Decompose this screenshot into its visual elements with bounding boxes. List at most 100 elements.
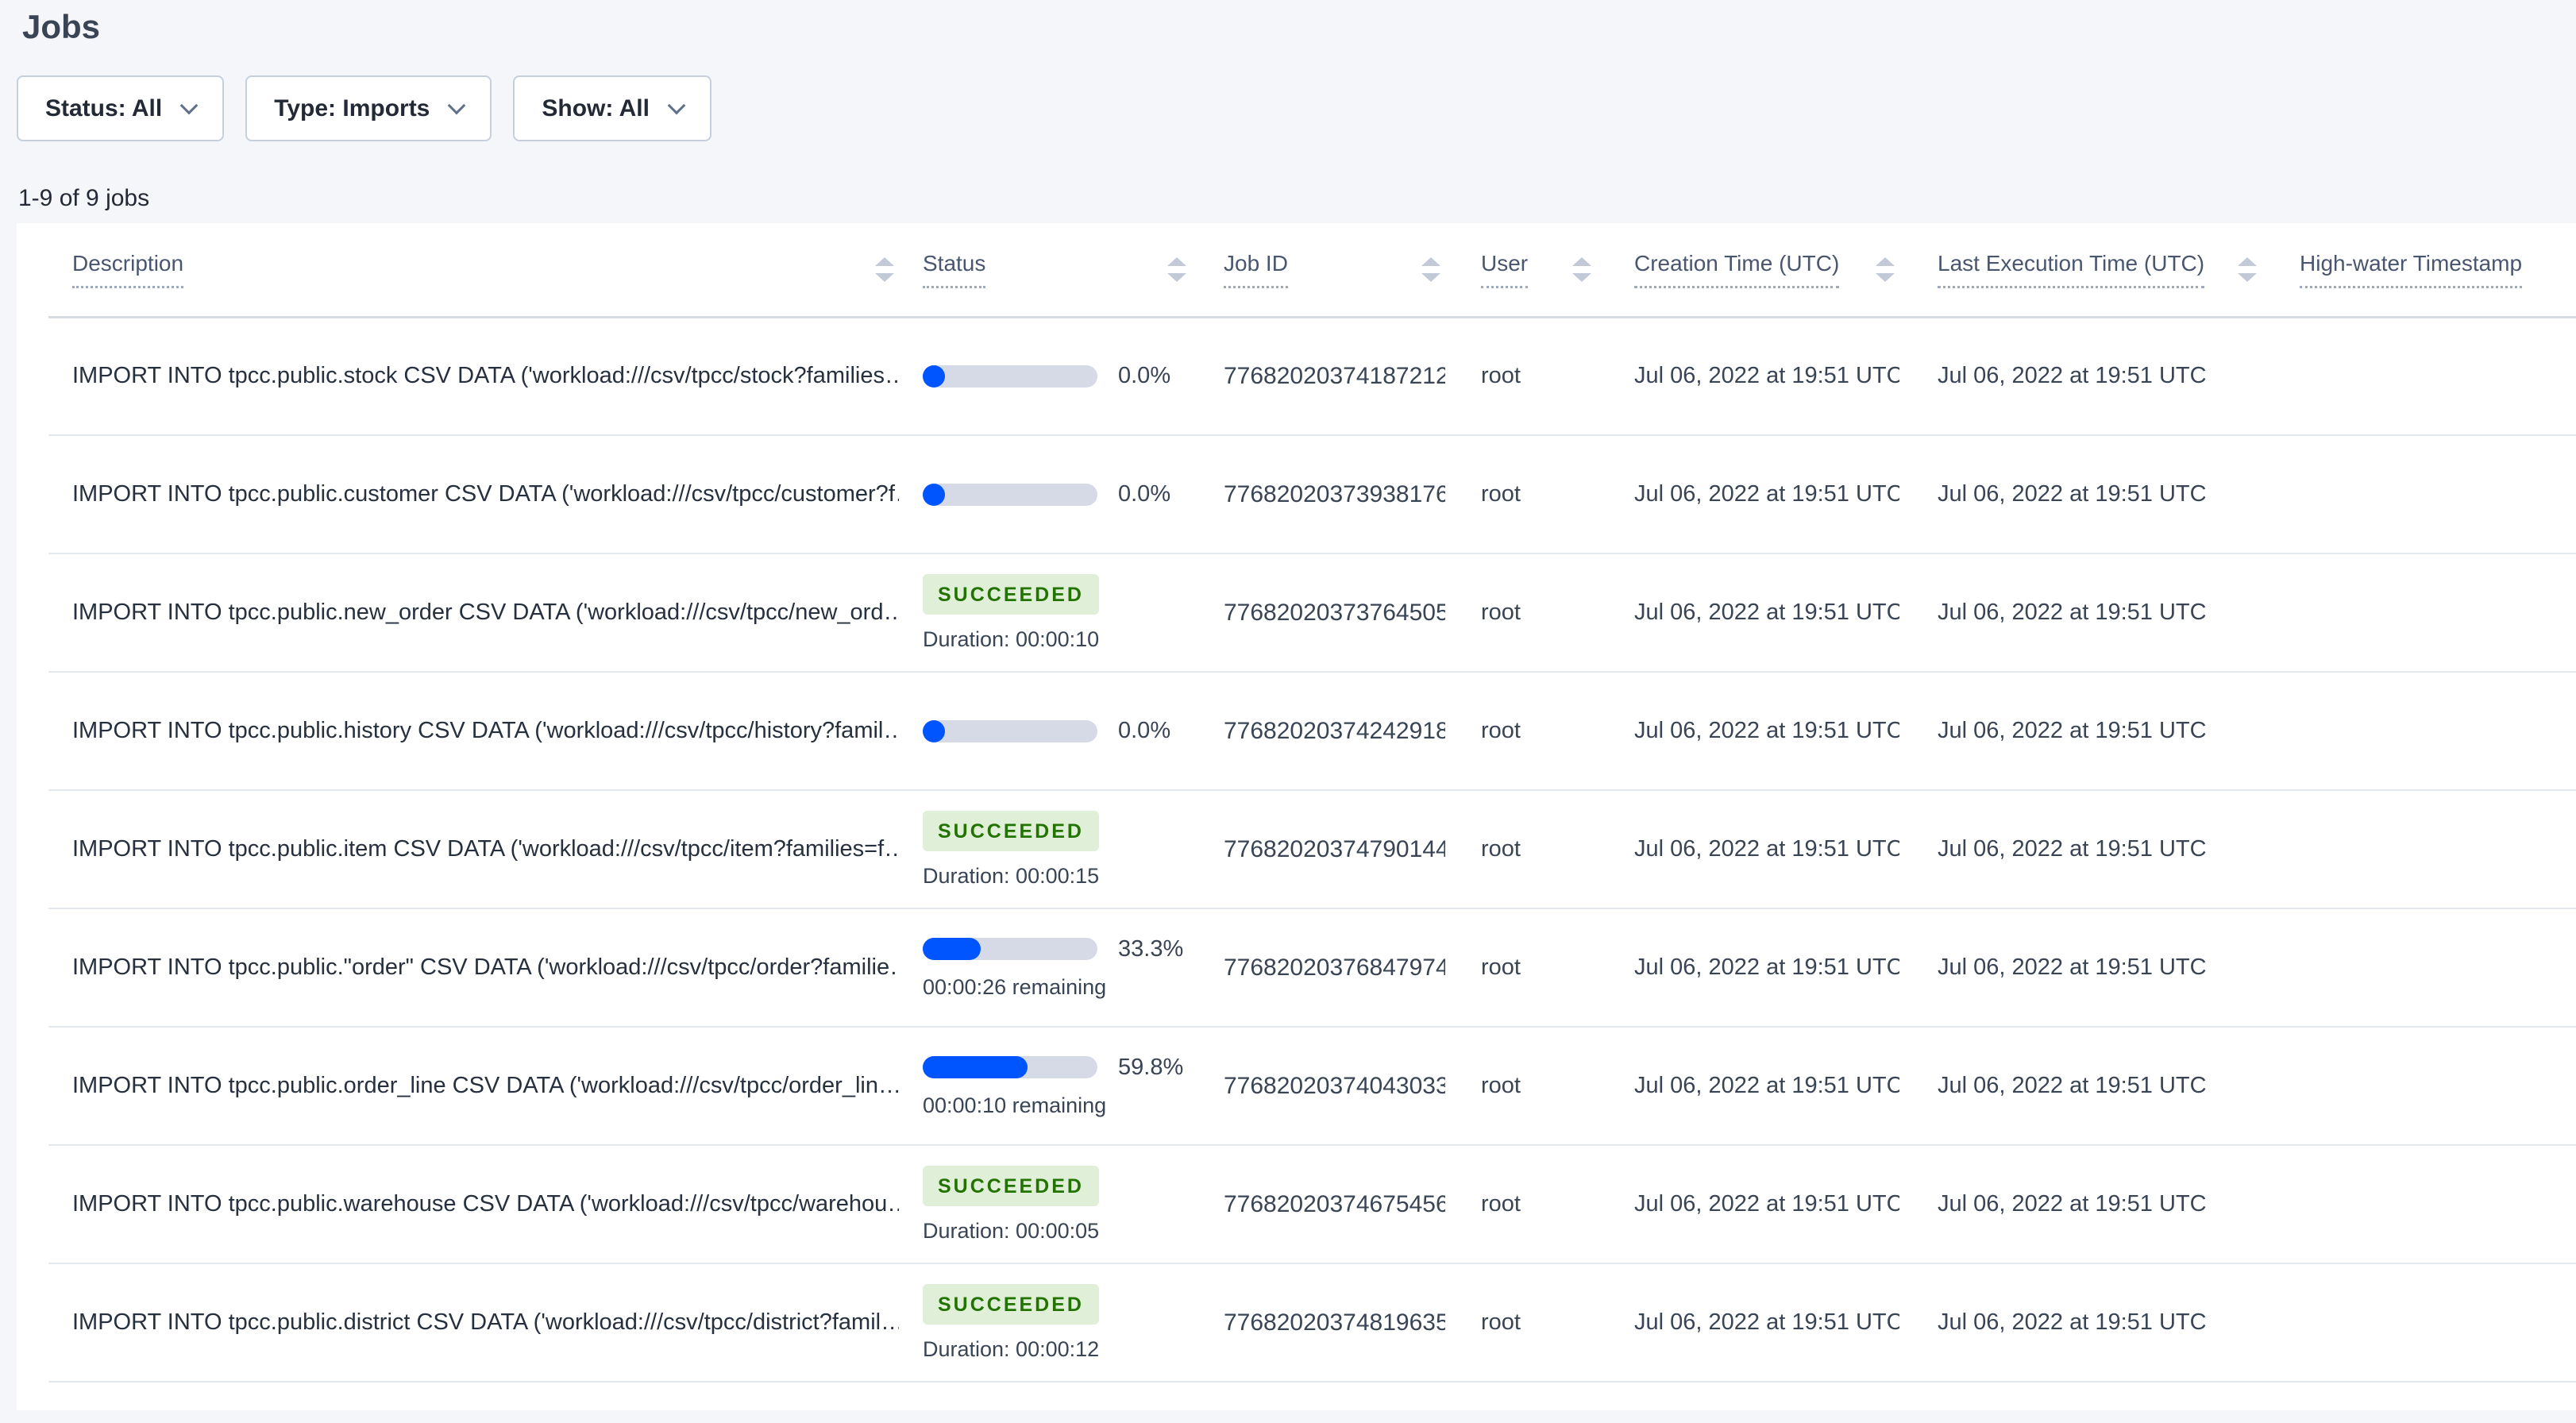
sort-arrows-icon[interactable] xyxy=(875,256,894,282)
time-remaining: 00:00:26 remaining xyxy=(923,974,1107,999)
job-last-execution-time: Jul 06, 2022 at 19:51 UTC xyxy=(1938,1073,2207,1098)
job-status: 33.3% 00:00:26 remaining xyxy=(923,936,1191,1000)
job-duration: Duration: 00:00:10 xyxy=(923,627,1100,651)
progress-bar-fill xyxy=(923,938,981,960)
column-header-high_water_timestamp[interactable]: High-water Timestamp xyxy=(2262,223,2576,318)
job-last-execution-time: Jul 06, 2022 at 19:51 UTC xyxy=(1938,481,2207,507)
job-description[interactable]: IMPORT INTO tpcc.public.district CSV DAT… xyxy=(72,1309,899,1335)
job-last-execution-time: Jul 06, 2022 at 19:51 UTC xyxy=(1938,836,2207,862)
job-id: 776820203740430337 xyxy=(1224,1072,1445,1099)
job-last-execution-time: Jul 06, 2022 at 19:51 UTC xyxy=(1938,363,2207,389)
job-last-execution-time: Jul 06, 2022 at 19:51 UTC xyxy=(1938,718,2207,743)
job-description[interactable]: IMPORT INTO tpcc.public.new_order CSV DA… xyxy=(72,600,899,625)
job-creation-time: Jul 06, 2022 at 19:51 UTC xyxy=(1634,954,1899,980)
column-header-creation_time[interactable]: Creation Time (UTC) xyxy=(1596,223,1899,318)
job-description[interactable]: IMPORT INTO tpcc.public.item CSV DATA ('… xyxy=(72,836,899,862)
table-row[interactable]: IMPORT INTO tpcc.public.customer CSV DAT… xyxy=(17,435,2576,554)
job-last-execution-time: Jul 06, 2022 at 19:51 UTC xyxy=(1938,600,2207,625)
chevron-down-icon xyxy=(179,96,199,114)
progress-percent: 0.0% xyxy=(1118,363,1171,389)
filters-bar: Status: All Type: Imports Show: All xyxy=(17,75,711,141)
column-header-desc[interactable]: Description xyxy=(17,223,899,318)
job-user: root xyxy=(1481,363,1521,389)
job-user: root xyxy=(1481,1309,1521,1335)
sort-arrows-icon[interactable] xyxy=(2238,256,2257,282)
column-header-job_id[interactable]: Job ID xyxy=(1191,223,1445,318)
job-status: SUCCEEDED Duration: 00:00:15 xyxy=(923,810,1191,889)
table-header-row: Description Status Job ID User Creation Time… xyxy=(17,223,2576,318)
progress-bar xyxy=(923,364,1097,388)
job-creation-time: Jul 06, 2022 at 19:51 UTC xyxy=(1634,363,1899,389)
job-last-execution-time: Jul 06, 2022 at 19:51 UTC xyxy=(1938,1309,2207,1335)
column-label: Creation Time (UTC) xyxy=(1634,251,1840,288)
job-last-execution-time: Jul 06, 2022 at 19:51 UTC xyxy=(1938,954,2207,980)
job-description[interactable]: IMPORT INTO tpcc.public.history CSV DATA… xyxy=(72,718,899,743)
sort-arrows-icon[interactable] xyxy=(1421,256,1440,282)
column-header-user[interactable]: User xyxy=(1445,223,1596,318)
sort-arrows-icon[interactable] xyxy=(1167,256,1186,282)
chevron-down-icon xyxy=(448,96,466,114)
progress-bar-fill xyxy=(923,1056,1028,1078)
table-row[interactable]: IMPORT INTO tpcc.public."order" CSV DATA… xyxy=(17,908,2576,1028)
status-badge: SUCCEEDED xyxy=(923,1165,1099,1206)
job-description[interactable]: IMPORT INTO tpcc.public.stock CSV DATA (… xyxy=(72,363,899,389)
job-description[interactable]: IMPORT INTO tpcc.public.customer CSV DAT… xyxy=(72,481,899,507)
progress-bar-fill xyxy=(923,483,945,506)
progress-percent: 0.0% xyxy=(1118,718,1171,743)
table-row[interactable]: IMPORT INTO tpcc.public.item CSV DATA ('… xyxy=(17,790,2576,909)
progress-percent: 33.3% xyxy=(1118,935,1184,962)
job-description[interactable]: IMPORT INTO tpcc.public."order" CSV DATA… xyxy=(72,954,899,980)
type-filter-dropdown[interactable]: Type: Imports xyxy=(245,75,492,141)
job-status: SUCCEEDED Duration: 00:00:05 xyxy=(923,1165,1191,1244)
jobs-table: Description Status Job ID User Creation Time… xyxy=(17,223,2576,1383)
job-description[interactable]: IMPORT INTO tpcc.public.order_line CSV D… xyxy=(72,1073,899,1098)
table-row[interactable]: IMPORT INTO tpcc.public.stock CSV DATA (… xyxy=(17,317,2576,436)
job-creation-time: Jul 06, 2022 at 19:51 UTC xyxy=(1634,600,1899,625)
job-status: SUCCEEDED Duration: 00:00:12 xyxy=(923,1283,1191,1362)
jobs-count: 1-9 of 9 jobs xyxy=(18,185,150,211)
type-filter-label: Type: Imports xyxy=(274,94,430,121)
sort-arrows-icon[interactable] xyxy=(1876,256,1895,282)
table-row[interactable]: IMPORT INTO tpcc.public.order_line CSV D… xyxy=(17,1027,2576,1146)
table-row[interactable]: IMPORT INTO tpcc.public.new_order CSV DA… xyxy=(17,553,2576,673)
status-filter-dropdown[interactable]: Status: All xyxy=(17,75,225,141)
job-id: 776820203746754561 xyxy=(1224,1190,1445,1217)
job-user: root xyxy=(1481,481,1521,507)
progress-percent: 59.8% xyxy=(1118,1054,1184,1080)
column-label: Job ID xyxy=(1224,251,1288,288)
job-duration: Duration: 00:00:05 xyxy=(923,1218,1100,1243)
table-row[interactable]: IMPORT INTO tpcc.public.history CSV DATA… xyxy=(17,672,2576,791)
job-status: 0.0% xyxy=(923,363,1191,389)
progress-bar-fill xyxy=(923,364,945,388)
job-description[interactable]: IMPORT INTO tpcc.public.warehouse CSV DA… xyxy=(72,1191,899,1217)
column-label: User xyxy=(1481,251,1529,288)
page-title: Jobs xyxy=(22,8,101,45)
jobs-table-card: Description Status Job ID User Creation Time… xyxy=(17,223,2576,1410)
job-creation-time: Jul 06, 2022 at 19:51 UTC xyxy=(1634,1309,1899,1335)
job-user: root xyxy=(1481,600,1521,625)
job-status: 59.8% 00:00:10 remaining xyxy=(923,1055,1191,1118)
column-label: Last Execution Time (UTC) xyxy=(1938,251,2205,288)
progress-bar xyxy=(923,483,1097,506)
job-duration: Duration: 00:00:15 xyxy=(923,863,1100,888)
job-last-execution-time: Jul 06, 2022 at 19:51 UTC xyxy=(1938,1191,2207,1217)
job-status: 0.0% xyxy=(923,481,1191,507)
job-creation-time: Jul 06, 2022 at 19:51 UTC xyxy=(1634,481,1899,507)
show-filter-dropdown[interactable]: Show: All xyxy=(513,75,711,141)
job-id: 776820203748196353 xyxy=(1224,1309,1445,1336)
table-row[interactable]: IMPORT INTO tpcc.public.district CSV DAT… xyxy=(17,1263,2576,1383)
job-creation-time: Jul 06, 2022 at 19:51 UTC xyxy=(1634,1191,1899,1217)
job-user: root xyxy=(1481,718,1521,743)
job-user: root xyxy=(1481,954,1521,980)
sort-arrows-icon[interactable] xyxy=(1572,256,1591,282)
job-id: 776820203741872129 xyxy=(1224,362,1445,389)
table-row[interactable]: IMPORT INTO tpcc.public.warehouse CSV DA… xyxy=(17,1145,2576,1264)
job-id: 776820203737645057 xyxy=(1224,599,1445,626)
job-id: 776820203739381761 xyxy=(1224,480,1445,507)
progress-bar-fill xyxy=(923,719,945,742)
job-id: 776820203742429185 xyxy=(1224,717,1445,744)
status-filter-label: Status: All xyxy=(45,94,163,121)
column-header-status[interactable]: Status xyxy=(899,223,1191,318)
column-label: Description xyxy=(72,251,184,288)
column-header-last_execution_time[interactable]: Last Execution Time (UTC) xyxy=(1899,223,2262,318)
